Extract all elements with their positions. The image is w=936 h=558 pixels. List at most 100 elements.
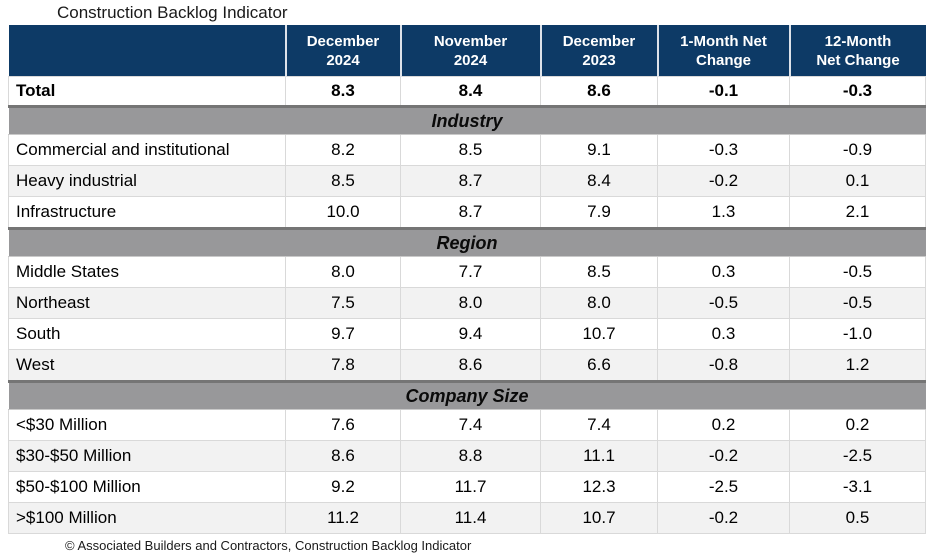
cell-value: -0.3 (789, 76, 926, 107)
page-title: Construction Backlog Indicator (57, 3, 288, 22)
header-line: 2024 (453, 51, 488, 69)
cell-value: 8.4 (540, 165, 658, 197)
row-label: Northeast (8, 287, 286, 319)
cell-value: 10.7 (540, 318, 658, 350)
cell-value: 8.6 (285, 440, 401, 472)
cell-value: -0.2 (657, 165, 790, 197)
cell-value: 8.7 (400, 196, 541, 229)
cell-value: 1.3 (657, 196, 790, 229)
cell-value: -0.9 (789, 134, 926, 166)
cell-value: 8.3 (285, 76, 401, 107)
cell-value: 8.8 (400, 440, 541, 472)
cell-value: 1.2 (789, 349, 926, 382)
header-line: December (306, 32, 380, 50)
cell-value: 8.7 (400, 165, 541, 197)
cell-value: 7.9 (540, 196, 658, 229)
copyright-note: © Associated Builders and Contractors, C… (65, 538, 472, 553)
cell-value: -1.0 (789, 318, 926, 350)
cell-value: 0.2 (789, 409, 926, 441)
header-line: 2023 (582, 51, 616, 69)
cell-value: 11.1 (540, 440, 658, 472)
cell-value: 0.2 (657, 409, 790, 441)
row-label: >$100 Million (8, 502, 286, 534)
row-label: West (8, 349, 286, 382)
section-title: Company Size (8, 380, 926, 410)
cell-value: 10.0 (285, 196, 401, 229)
row-label: South (8, 318, 286, 350)
cell-value: 0.3 (657, 256, 790, 288)
table-header: December 2024 November 2024 December 2023 1… (8, 25, 926, 77)
cell-value: 0.3 (657, 318, 790, 350)
table-row: Heavy industrial 8.5 8.7 8.4 -0.2 0.1 (8, 165, 926, 197)
header-row: December 2024 November 2024 December 2023 1… (8, 25, 926, 77)
table-row: >$100 Million 11.2 11.4 10.7 -0.2 0.5 (8, 502, 926, 534)
header-cell-november-2024: November 2024 (399, 25, 541, 77)
header-cell-december-2023: December 2023 (539, 25, 658, 77)
row-label: Infrastructure (8, 196, 286, 229)
section-header-region: Region (8, 227, 926, 257)
cell-value: 8.6 (540, 76, 658, 107)
cell-value: -2.5 (789, 440, 926, 472)
cell-value: 8.5 (400, 134, 541, 166)
cell-value: 8.5 (285, 165, 401, 197)
row-label: $30-$50 Million (8, 440, 286, 472)
cell-value: 11.7 (400, 471, 541, 503)
cell-value: 9.7 (285, 318, 401, 350)
cell-value: 12.3 (540, 471, 658, 503)
cell-value: -0.5 (789, 287, 926, 319)
row-label: Total (8, 76, 286, 107)
table-row: South 9.7 9.4 10.7 0.3 -1.0 (8, 318, 926, 350)
cell-value: 7.4 (540, 409, 658, 441)
header-cell-1-month-net-change: 1-Month Net Change (656, 25, 790, 77)
table-row: West 7.8 8.6 6.6 -0.8 1.2 (8, 349, 926, 382)
cell-value: 11.2 (285, 502, 401, 534)
cell-value: 0.1 (789, 165, 926, 197)
cell-value: 8.4 (400, 76, 541, 107)
backlog-table: December 2024 November 2024 December 2023 1… (8, 25, 926, 534)
cell-value: -0.1 (657, 76, 790, 107)
page: Construction Backlog Indicator December 2… (0, 3, 936, 558)
cell-value: -0.2 (657, 440, 790, 472)
header-line: November (433, 32, 508, 50)
cell-value: 2.1 (789, 196, 926, 229)
table-body: Total 8.3 8.4 8.6 -0.1 -0.3 Industry Com… (8, 76, 926, 534)
table-row: $50-$100 Million 9.2 11.7 12.3 -2.5 -3.1 (8, 471, 926, 503)
header-cell-empty (8, 25, 286, 77)
table-row: Middle States 8.0 7.7 8.5 0.3 -0.5 (8, 256, 926, 288)
table-row: $30-$50 Million 8.6 8.8 11.1 -0.2 -2.5 (8, 440, 926, 472)
table-row: Northeast 7.5 8.0 8.0 -0.5 -0.5 (8, 287, 926, 319)
row-label: Heavy industrial (8, 165, 286, 197)
cell-value: 11.4 (400, 502, 541, 534)
cell-value: 0.5 (789, 502, 926, 534)
cell-value: -0.5 (789, 256, 926, 288)
cell-value: -0.5 (657, 287, 790, 319)
header-cell-12-month-net-change: 12-Month Net Change (788, 25, 926, 77)
table-row-total: Total 8.3 8.4 8.6 -0.1 -0.3 (8, 76, 926, 107)
cell-value: 7.7 (400, 256, 541, 288)
cell-value: -0.2 (657, 502, 790, 534)
header-line: 12-Month (824, 32, 892, 50)
header-line: December (562, 32, 636, 50)
cell-value: -2.5 (657, 471, 790, 503)
cell-value: 7.8 (285, 349, 401, 382)
cell-value: 6.6 (540, 349, 658, 382)
cell-value: 10.7 (540, 502, 658, 534)
header-line: 1-Month Net (680, 32, 767, 50)
cell-value: 8.5 (540, 256, 658, 288)
cell-value: 7.5 (285, 287, 401, 319)
row-label: Middle States (8, 256, 286, 288)
header-line: 2024 (326, 51, 360, 69)
cell-value: -0.8 (657, 349, 790, 382)
section-header-industry: Industry (8, 105, 926, 135)
section-title: Region (8, 227, 926, 257)
header-line: Net Change (816, 51, 900, 69)
cell-value: 8.0 (540, 287, 658, 319)
cell-value: 8.2 (285, 134, 401, 166)
table-row: <$30 Million 7.6 7.4 7.4 0.2 0.2 (8, 409, 926, 441)
row-label: <$30 Million (8, 409, 286, 441)
header-cell-december-2024: December 2024 (284, 25, 401, 77)
cell-value: 7.4 (400, 409, 541, 441)
row-label: Commercial and institutional (8, 134, 286, 166)
cell-value: 8.6 (400, 349, 541, 382)
cell-value: 9.4 (400, 318, 541, 350)
